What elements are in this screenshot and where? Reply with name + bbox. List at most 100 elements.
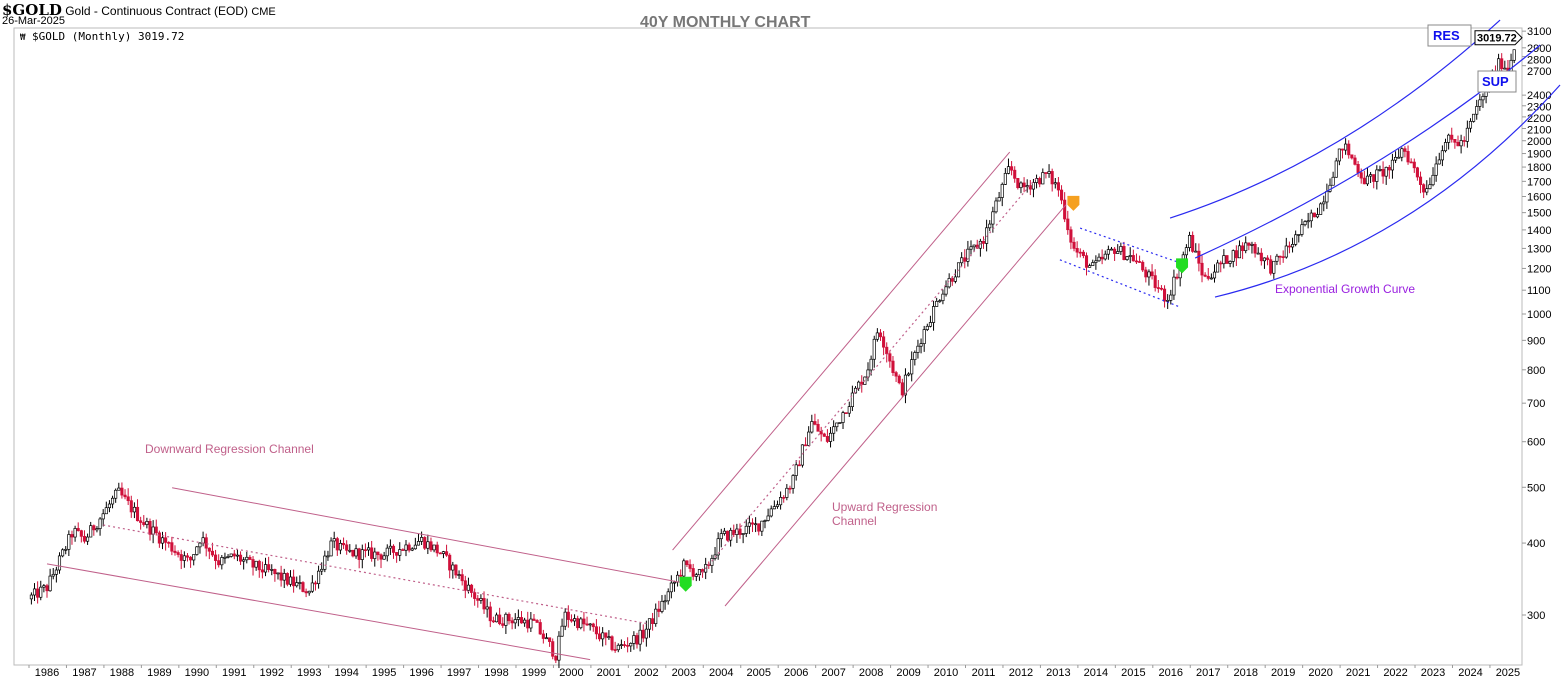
candle-body [1503,67,1507,70]
candle-body [157,532,161,544]
candle-body [482,598,486,610]
candle-body [663,600,667,603]
candle-body [1219,262,1223,265]
candle-body [1337,148,1341,162]
candle-body [1038,178,1042,185]
candle-body [29,594,33,600]
candle-body [1415,167,1419,178]
candle-body [276,572,280,575]
candle-body [582,618,586,625]
candle-body [944,286,948,295]
candle-body [760,520,764,532]
candle-body [1278,255,1282,258]
up-channel-lower [724,204,1067,607]
candle-body [1325,191,1329,203]
candle-body [885,346,889,355]
candle-body [644,628,648,639]
candle-body [1122,246,1126,260]
candle-body [825,436,829,442]
candle-body [1147,271,1151,278]
candle-body [1281,256,1285,258]
candle-body [1234,250,1238,259]
candle-body [89,525,93,538]
candle-body [354,548,358,557]
candle-body [226,556,230,558]
candle-body [1309,212,1313,222]
candle-body [207,547,211,552]
candle-body [107,503,111,509]
candle-body [1431,174,1435,186]
candle-body [788,487,792,490]
candle-body [1094,260,1098,263]
candle-body [1290,244,1295,248]
candle-body [460,574,464,582]
candle-body [1109,248,1114,251]
candle-body [1478,99,1482,107]
candle-body [248,556,252,560]
candle-body [151,526,155,535]
candle-body [335,538,339,551]
candle-body [1400,148,1404,158]
candle-body [822,433,826,437]
candle-body [1212,271,1217,279]
candle-body [544,637,549,640]
candle-body [844,412,848,414]
candle-body [382,555,386,560]
x-tick-label: 2012 [1009,667,1033,679]
candle-body [204,537,208,549]
candle-body [660,600,664,612]
candle-body [360,549,364,560]
candle-body [1003,173,1007,185]
candle-body [747,522,751,527]
candle-body [1356,163,1360,174]
candle-body [173,550,177,553]
candle-body [1206,275,1210,279]
candle-body [282,573,286,581]
candle-body [132,506,136,513]
candle-body [238,554,243,562]
candle-body [966,248,970,262]
candle-body [1091,262,1095,267]
candle-body [1390,159,1394,171]
candle-body [785,487,789,498]
y-tick-label: 1900 [1527,149,1551,161]
candle-body [185,555,190,558]
candle-body [1228,261,1232,264]
candle-body [160,537,165,544]
candle-body [413,544,417,550]
candle-body [423,537,427,549]
candle-body [61,549,65,557]
x-tick-label: 1997 [447,667,471,679]
candle-body [363,549,367,552]
candle-body [270,569,274,571]
candle-body [251,559,255,568]
candle-body [457,574,461,576]
candle-body [741,533,745,535]
plot-frame [13,27,1523,666]
candle-body [1434,163,1438,176]
candle-body [1113,248,1117,254]
candle-body [86,536,90,542]
series-legend: ₩ $GOLD (Monthly) 3019.72 [20,30,184,43]
candle-body [210,550,214,556]
candle-body [772,506,776,510]
candle-body [1315,214,1320,218]
candle-body [735,528,739,535]
candle-body [1163,288,1167,302]
candle-body [1353,157,1357,165]
candle-body [797,464,801,467]
candle-body [1053,182,1057,185]
candle-body [488,606,492,622]
x-tick-label: 2002 [634,667,658,679]
candle-body [404,544,408,551]
candle-body [257,560,261,571]
candle-body [57,555,62,571]
candle-body [494,614,499,623]
candle-body [123,494,127,498]
candle-body [214,554,218,561]
candle-body [279,572,283,581]
down-channel-mid [103,524,647,625]
candle-body [573,618,577,622]
candle-body [254,560,258,568]
candle-body [729,529,733,541]
